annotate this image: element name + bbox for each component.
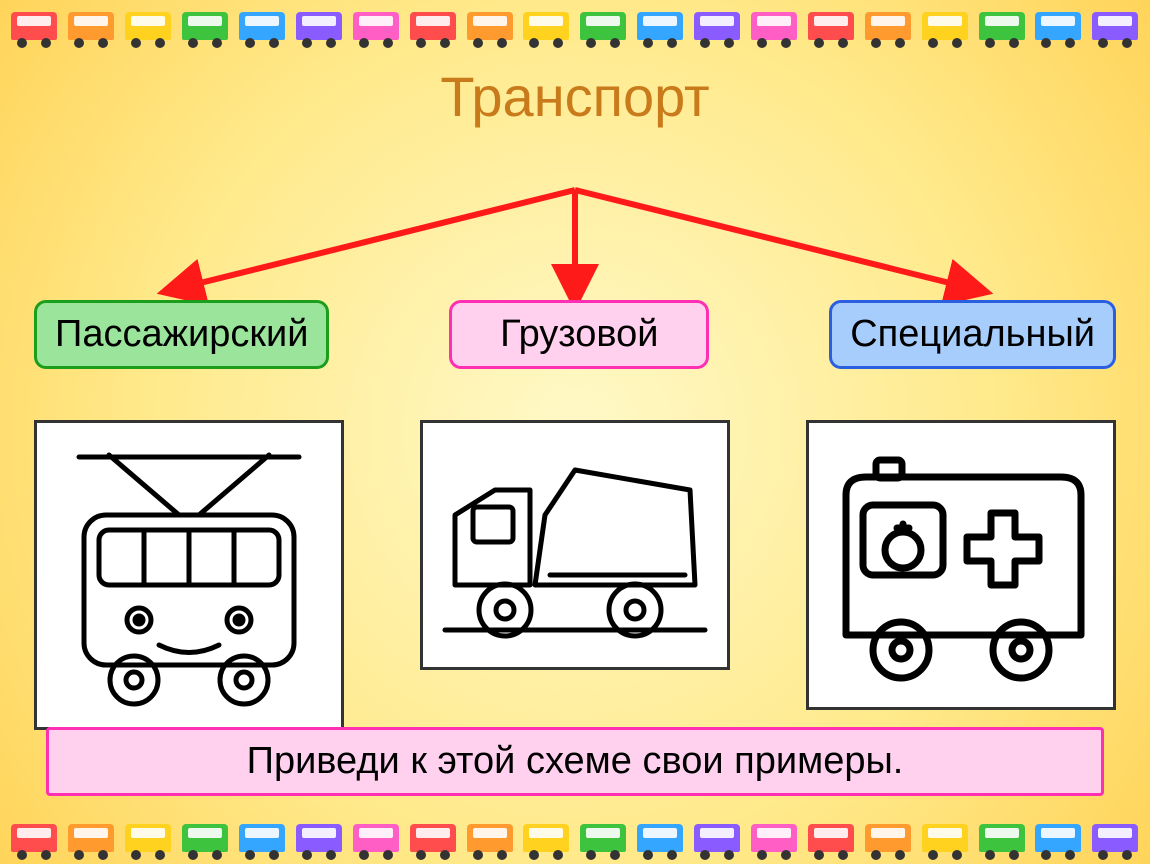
decor-border-bottom [0, 816, 1150, 860]
train-car-icon [922, 12, 968, 40]
train-car-icon [523, 12, 569, 40]
train-car-icon [353, 824, 399, 852]
task-text: Приведи к этой схеме свои примеры. [46, 727, 1104, 796]
category-box-cargo: Грузовой [449, 300, 709, 369]
image-card-cargo [420, 420, 730, 670]
trolleybus-icon [49, 435, 329, 715]
train-car-icon [694, 824, 740, 852]
arrow-right [575, 190, 970, 288]
train-car-icon [1092, 12, 1138, 40]
content-area: Транспорт Пассажирский Грузовой Специаль… [30, 60, 1120, 804]
train-car-icon [1092, 824, 1138, 852]
train-car-icon [239, 12, 285, 40]
train-car-icon [637, 12, 683, 40]
train-car-icon [410, 824, 456, 852]
train-car-icon [979, 12, 1025, 40]
train-car-icon [467, 12, 513, 40]
train-car-icon [11, 12, 57, 40]
train-car-icon [125, 824, 171, 852]
train-car-icon [694, 12, 740, 40]
train-car-icon [637, 824, 683, 852]
category-row: Пассажирский Грузовой Специальный [30, 300, 1120, 369]
train-car-icon [296, 12, 342, 40]
image-card-passenger [34, 420, 344, 730]
train-car-icon [410, 12, 456, 40]
train-car-icon [125, 12, 171, 40]
train-car-icon [808, 824, 854, 852]
train-car-icon [68, 12, 114, 40]
train-car-icon [865, 824, 911, 852]
train-car-icon [182, 12, 228, 40]
arrow-lines [180, 190, 970, 288]
train-car-icon [1035, 824, 1081, 852]
train-car-icon [580, 824, 626, 852]
image-card-special [806, 420, 1116, 710]
train-car-icon [979, 824, 1025, 852]
train-car-icon [751, 12, 797, 40]
images-row [30, 420, 1120, 730]
ambulance-icon [821, 435, 1101, 695]
category-box-special: Специальный [829, 300, 1116, 369]
train-car-icon [808, 12, 854, 40]
train-car-icon [523, 824, 569, 852]
dump-truck-icon [435, 435, 715, 655]
arrow-left [180, 190, 575, 288]
train-car-icon [865, 12, 911, 40]
train-car-icon [922, 824, 968, 852]
train-car-icon [68, 824, 114, 852]
train-car-icon [467, 824, 513, 852]
train-car-icon [751, 824, 797, 852]
train-car-icon [580, 12, 626, 40]
train-car-icon [239, 824, 285, 852]
train-car-icon [353, 12, 399, 40]
train-car-icon [182, 824, 228, 852]
train-car-icon [1035, 12, 1081, 40]
decor-border-top [0, 4, 1150, 48]
slide: Транспорт Пассажирский Грузовой Специаль… [0, 0, 1150, 864]
category-box-passenger: Пассажирский [34, 300, 329, 369]
train-car-icon [296, 824, 342, 852]
page-title: Транспорт [30, 64, 1120, 129]
train-car-icon [11, 824, 57, 852]
